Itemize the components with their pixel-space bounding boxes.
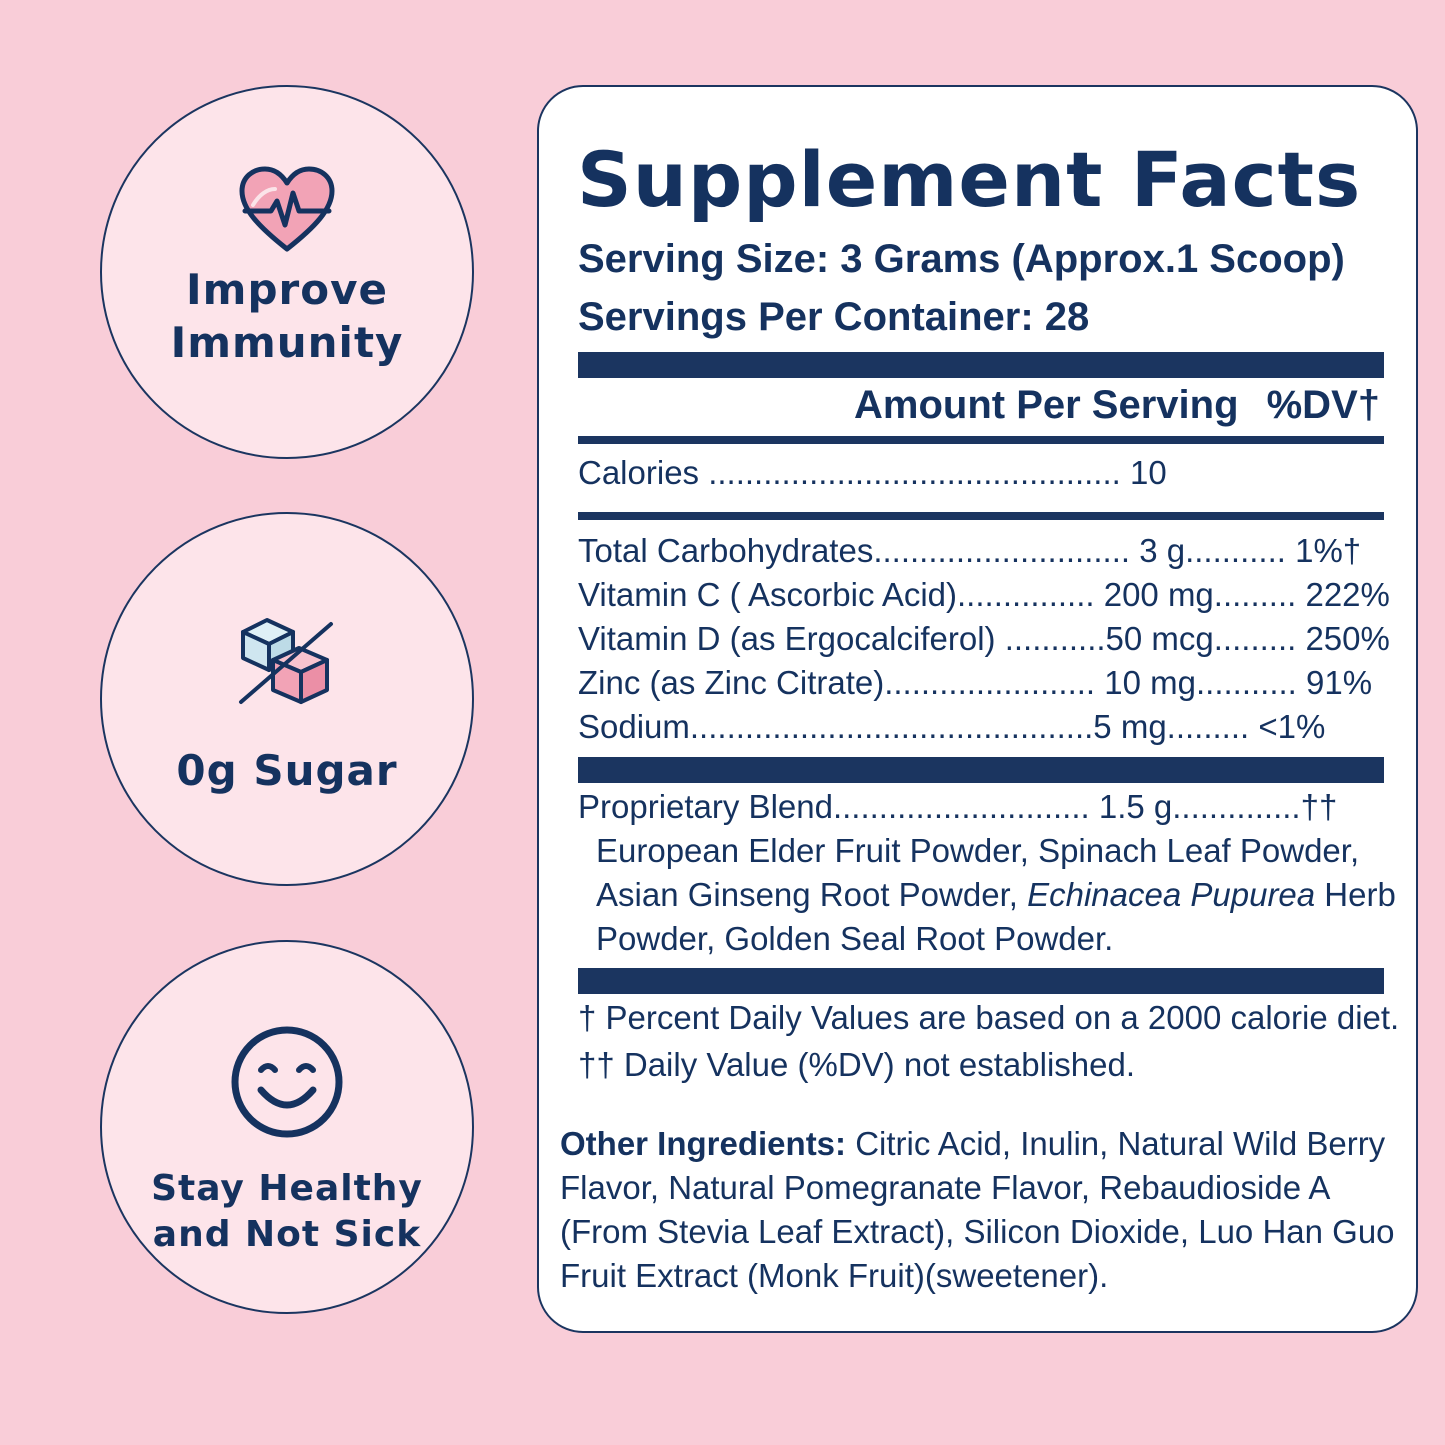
nutrient-row: Vitamin C ( Ascorbic Acid)..............…: [578, 576, 1390, 613]
footnote-daily-values: † Percent Daily Values are based on a 20…: [578, 999, 1400, 1036]
proprietary-blend-row: Proprietary Blend.......................…: [578, 788, 1338, 825]
supplement-facts-panel: Supplement Facts Serving Size: 3 Grams (…: [537, 85, 1418, 1333]
badge-stay-healthy: Stay Healthy and Not Sick: [100, 940, 474, 1314]
nutrient-row: Total Carbohydrates.....................…: [578, 532, 1362, 569]
divider-bar: [578, 436, 1384, 444]
divider-bar: [578, 512, 1384, 520]
badge-label: Stay Healthy and Not Sick: [151, 1168, 423, 1255]
smiley-face-icon: [229, 1024, 345, 1145]
divider-bar: [578, 352, 1384, 378]
nutrient-row: Vitamin D (as Ergocalciferol) ..........…: [578, 620, 1390, 657]
servings-per-container: Servings Per Container: 28: [578, 295, 1090, 339]
badge-label: 0g Sugar: [176, 746, 398, 795]
divider-bar: [578, 757, 1384, 783]
daily-value-header: %DV†: [1266, 383, 1380, 427]
proprietary-blend-ingredients: European Elder Fruit Powder, Spinach Lea…: [596, 832, 1396, 957]
nutrient-row: Zinc (as Zinc Citrate)..................…: [578, 664, 1373, 701]
facts-title: Supplement Facts: [577, 135, 1362, 224]
sugar-cube-crossed-icon: [237, 610, 337, 715]
other-ingredients-text: Citric Acid, Inulin, Natural Wild Berry …: [560, 1125, 1395, 1294]
other-ingredients-label: Other Ingredients:: [560, 1125, 847, 1162]
badge-zero-sugar: 0g Sugar: [100, 512, 474, 886]
calories-row: Calories ...............................…: [578, 454, 1167, 491]
badge-label: Improve Immunity: [170, 265, 404, 367]
footnote-not-established: †† Daily Value (%DV) not established.: [578, 1046, 1136, 1083]
nutrient-list: Total Carbohydrates.....................…: [578, 529, 1390, 749]
divider-bar: [578, 968, 1384, 994]
badge-improve-immunity: Improve Immunity: [100, 85, 474, 459]
amount-per-serving-header: Amount Per Serving: [854, 383, 1239, 427]
nutrient-row: Sodium..................................…: [578, 708, 1326, 745]
serving-size: Serving Size: 3 Grams (Approx.1 Scoop): [578, 237, 1345, 281]
heart-pulse-icon: [237, 165, 337, 260]
other-ingredients: Other Ingredients: Citric Acid, Inulin, …: [560, 1122, 1410, 1298]
